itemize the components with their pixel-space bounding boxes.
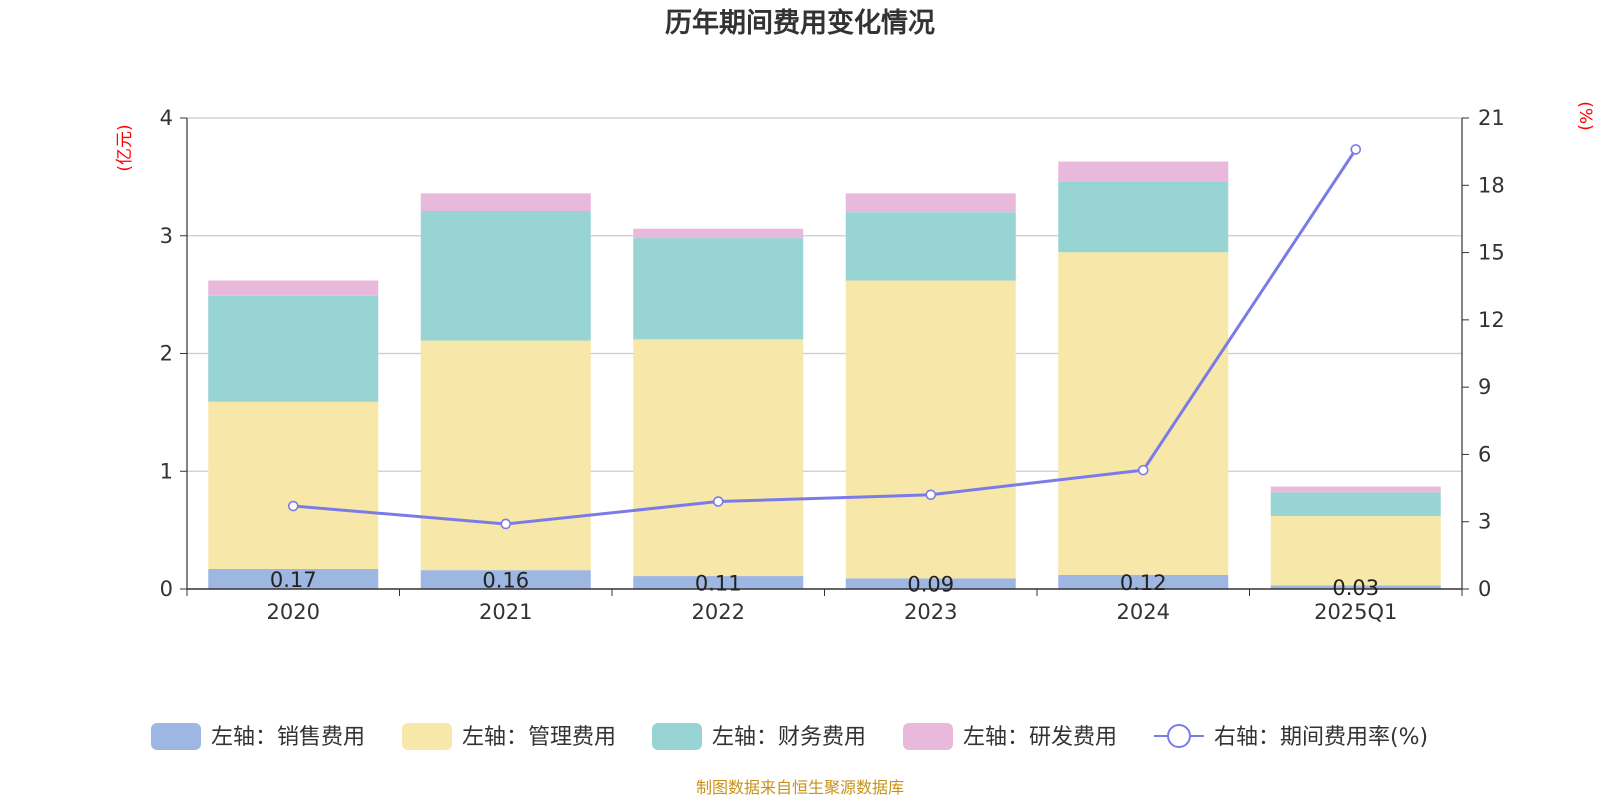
rate-point — [1137, 464, 1149, 476]
bar-4-2023 — [845, 193, 1016, 213]
x-tick-label: 2022 — [692, 600, 745, 624]
gridlines — [187, 117, 1462, 472]
bar-1-2021 — [420, 570, 591, 589]
rate-point — [1350, 144, 1362, 155]
chart-title: 历年期间费用变化情况 — [665, 7, 935, 39]
left-axis-unit: (亿元) — [115, 124, 135, 171]
bar-3-2023 — [845, 212, 1016, 281]
bar-3-2020 — [208, 295, 379, 402]
legend-swatch-4 — [903, 723, 953, 750]
legend-line-marker — [1167, 724, 1191, 748]
bar-1-2023 — [845, 578, 1016, 589]
bar-2-2020 — [208, 401, 379, 569]
left-tick-label: 4 — [160, 106, 173, 130]
right-tick-label: 0 — [1478, 577, 1491, 601]
right-tick-label: 6 — [1478, 442, 1491, 466]
bar-4-2020 — [208, 280, 379, 296]
right-tick-label: 9 — [1478, 375, 1491, 399]
x-tick-label: 2021 — [479, 600, 532, 624]
rate-point — [925, 489, 937, 501]
data-label: 0.12 — [1120, 571, 1167, 595]
legend-label-5: 右轴：期间费用率(%) — [1214, 725, 1428, 750]
bar-2-2021 — [420, 340, 591, 571]
bar-2-2025Q1 — [1270, 515, 1441, 586]
legend-swatch-3 — [652, 723, 702, 750]
bar-3-2022 — [633, 238, 804, 340]
bar-4-2024 — [1058, 161, 1229, 182]
right-tick-label: 21 — [1478, 106, 1505, 130]
left-tick-label: 1 — [160, 459, 173, 483]
right-tick-label: 18 — [1478, 173, 1505, 197]
bar-2-2024 — [1058, 252, 1229, 575]
rate-point — [500, 518, 512, 530]
left-tick-label: 2 — [160, 342, 173, 366]
bar-4-2022 — [633, 228, 804, 239]
bar-1-2025Q1 — [1270, 585, 1441, 589]
rate-point — [287, 500, 299, 512]
x-tick-label: 2025Q1 — [1314, 600, 1397, 624]
right-tick-label: 3 — [1478, 510, 1491, 534]
bar-1-2020 — [208, 568, 379, 589]
bar-3-2024 — [1058, 181, 1229, 253]
legend-label-3: 左轴：财务费用 — [712, 725, 866, 750]
legend-swatch-1 — [151, 723, 201, 750]
right-tick-label: 15 — [1478, 241, 1505, 265]
bar-2-2023 — [845, 280, 1016, 579]
rate-line — [293, 148, 1358, 526]
bar-4-2021 — [420, 193, 591, 212]
bar-1-2024 — [1058, 574, 1229, 589]
bar-3-2021 — [420, 211, 591, 341]
right-axis-unit: (%) — [1575, 101, 1595, 130]
bar-1-2022 — [633, 576, 804, 589]
legend-swatch-2 — [402, 723, 452, 750]
right-tick-label: 12 — [1478, 308, 1505, 332]
x-tick-label: 2024 — [1117, 600, 1170, 624]
source-note: 制图数据来自恒生聚源数据库 — [696, 778, 904, 797]
expense-rate-line — [287, 144, 1362, 530]
bar-stacks — [208, 161, 1441, 589]
data-labels: 0.17 0.16 0.11 0.09 0.12 0.03 — [270, 568, 1379, 600]
left-tick-label: 3 — [160, 224, 173, 248]
data-label: 0.16 — [482, 569, 529, 593]
legend: 左轴：销售费用 左轴：管理费用 左轴：财务费用 左轴：研发费用 右轴：期间费用率(%) — [151, 723, 1428, 750]
x-tick-label: 2020 — [267, 600, 320, 624]
bar-2-2022 — [633, 339, 804, 577]
legend-label-4: 左轴：研发费用 — [963, 725, 1117, 750]
bar-3-2025Q1 — [1270, 492, 1441, 516]
data-label: 0.11 — [695, 572, 742, 596]
data-label: 0.09 — [907, 573, 954, 597]
rate-point — [712, 496, 724, 507]
legend-label-2: 左轴：管理费用 — [462, 725, 616, 750]
x-tick-label: 2023 — [904, 600, 957, 624]
data-label: 0.17 — [270, 568, 317, 592]
data-label: 0.03 — [1332, 576, 1379, 600]
legend-label-1: 左轴：销售费用 — [211, 725, 365, 750]
bar-4-2025Q1 — [1270, 486, 1441, 493]
left-tick-label: 0 — [160, 577, 173, 601]
